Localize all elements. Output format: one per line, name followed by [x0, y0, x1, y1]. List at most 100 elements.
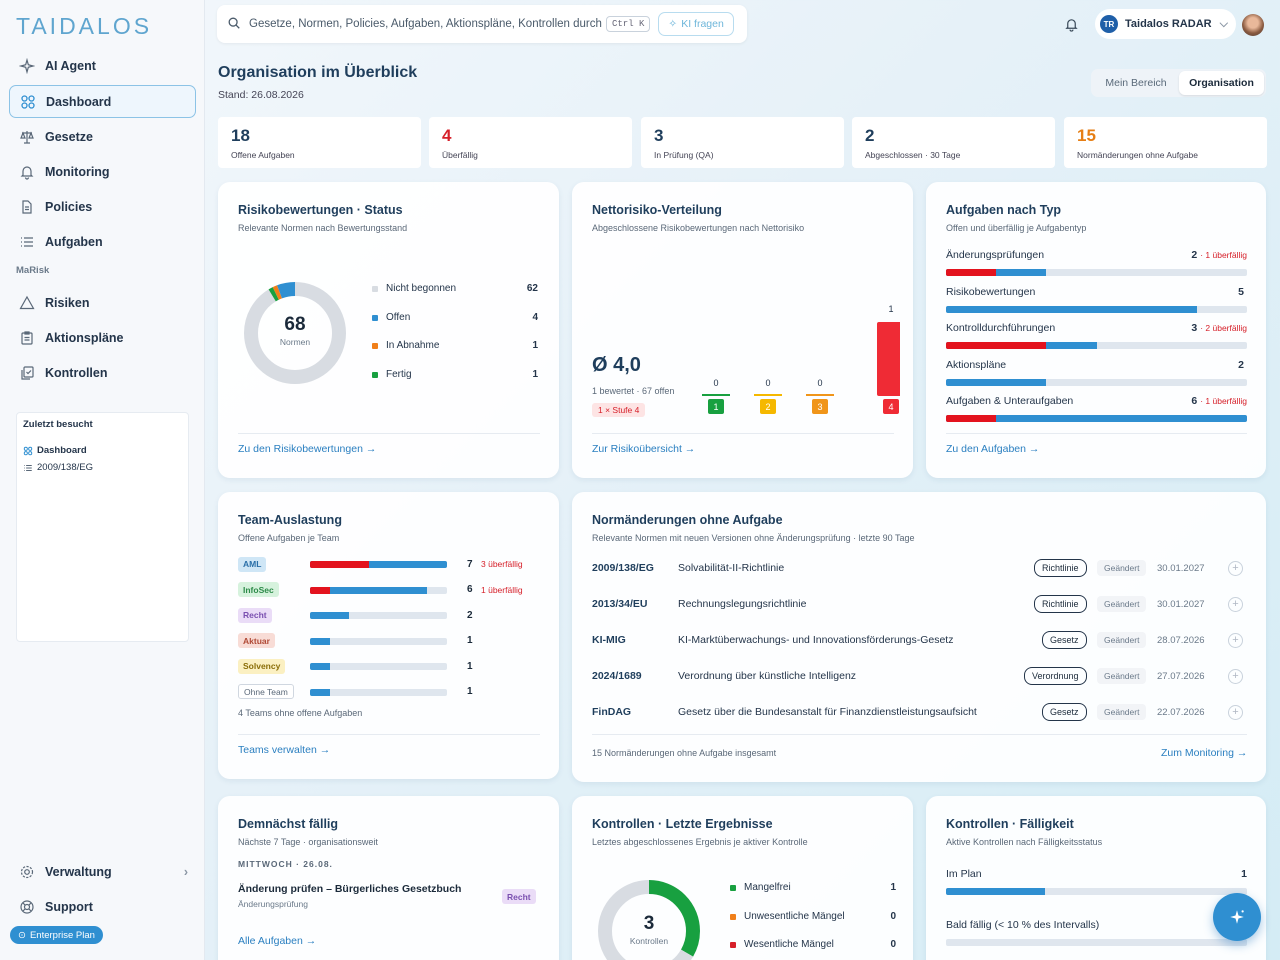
stat-value: 18	[231, 126, 250, 145]
task-type-row[interactable]: Risikobewertungen 5	[946, 285, 1247, 313]
norm-changes-card: Normänderungen ohne Aufgabe Relevante No…	[572, 492, 1266, 782]
tasks-by-type-card: Aufgaben nach Typ Offen und überfällig j…	[926, 182, 1266, 478]
stat-card[interactable]: 2 Abgeschlossen · 30 Tage	[852, 117, 1055, 168]
task-type-row[interactable]: Aufgaben & Unteraufgaben 6 · 1 überfällig	[946, 394, 1247, 422]
sidebar-item-gesetze[interactable]: Gesetze	[9, 120, 196, 153]
sidebar-item-dashboard[interactable]: Dashboard	[9, 85, 196, 118]
team-row[interactable]: InfoSec 6 1 überfällig	[238, 579, 548, 601]
ask-ai-button[interactable]: ✧ KI fragen	[658, 12, 734, 36]
plan-badge[interactable]: ⊙ Enterprise Plan	[10, 926, 103, 944]
sidebar-item-aktionsplaene[interactable]: Aktionspläne	[9, 321, 196, 354]
sidebar-item-aufgaben[interactable]: Aufgaben	[9, 225, 196, 258]
sidebar-item-ai-agent[interactable]: AI Agent	[9, 49, 196, 82]
task-type-row[interactable]: Aktionspläne 2	[946, 358, 1247, 386]
team-row[interactable]: Ohne Team 1	[238, 681, 548, 703]
table-row[interactable]: 2009/138/EG Solvabilität-II-Richtlinie Ric…	[592, 556, 1248, 580]
stat-value: 2	[865, 126, 875, 145]
norm-id: FinDAG	[592, 706, 632, 718]
bar-count-label: 1	[888, 304, 893, 314]
team-row[interactable]: Solvency 1	[238, 655, 548, 677]
norm-id: KI-MIG	[592, 634, 626, 646]
legend-item: Wesentliche Mängel 0	[730, 939, 896, 950]
norm-type-badge: Verordnung	[1024, 667, 1087, 685]
risk-link[interactable]: Zu den Risikobewertungen →	[238, 443, 377, 455]
sidebar-item-support[interactable]: Support	[9, 890, 196, 923]
plan-label: Enterprise Plan	[29, 929, 95, 941]
risk-overview-link[interactable]: Zur Risikoübersicht →	[592, 443, 696, 455]
donut-total: 68	[284, 314, 305, 335]
overdue-label: · 2 überfällig	[1200, 323, 1247, 333]
norm-date: 28.07.2026	[1157, 634, 1205, 646]
stat-card[interactable]: 3 In Prüfung (QA)	[641, 117, 844, 168]
table-row[interactable]: FinDAG Gesetz über die Bundesanstalt für …	[592, 700, 1248, 724]
sidebar-item-risiken[interactable]: Risiken	[9, 286, 196, 319]
sidebar-item-label: Verwaltung	[45, 864, 112, 879]
stat-card[interactable]: 4 Überfällig	[429, 117, 632, 168]
row-count: 2	[1238, 358, 1244, 371]
tasks-link[interactable]: Zu den Aufgaben →	[946, 443, 1040, 455]
add-task-button[interactable]: +	[1228, 704, 1243, 720]
team-note: 4 Teams ohne offene Aufgaben	[238, 708, 363, 718]
team-row[interactable]: AML 7 3 überfällig	[238, 553, 548, 575]
team-row[interactable]: Recht 2	[238, 604, 548, 626]
team-count: 1	[467, 686, 473, 697]
norms-total: 15 Normänderungen ohne Aufgabe insgesamt	[592, 748, 777, 758]
card-title: Normänderungen ohne Aufgabe	[592, 513, 783, 527]
donut-slice	[598, 880, 700, 960]
row-label: Risikobewertungen	[946, 285, 1036, 298]
due-item-title[interactable]: Änderung prüfen – Bürgerliches Gesetzbuc…	[238, 883, 462, 895]
norm-type-badge: Richtlinie	[1034, 595, 1087, 613]
team-count: 1	[467, 635, 473, 646]
sparkle-icon: ✧	[668, 18, 678, 30]
monitoring-link[interactable]: Zum Monitoring →	[1161, 747, 1248, 759]
sidebar-item-verwaltung[interactable]: Verwaltung ›	[9, 855, 196, 888]
sidebar-item-label: Gesetze	[45, 129, 93, 144]
toggle-mein-bereich[interactable]: Mein Bereich	[1105, 77, 1167, 89]
recent-item-label: Dashboard	[37, 445, 87, 456]
notifications-bell-icon[interactable]	[1064, 17, 1079, 35]
stat-card[interactable]: 15 Normänderungen ohne Aufgabe	[1064, 117, 1267, 168]
toggle-organisation[interactable]: Organisation	[1179, 71, 1264, 95]
table-row[interactable]: 2013/34/EU Rechnungslegungsrichtlinie Rich…	[592, 592, 1248, 616]
add-task-button[interactable]: +	[1228, 632, 1243, 648]
team-count: 6	[467, 584, 473, 595]
row-label: Im Plan	[946, 868, 982, 880]
status-badge: Geändert	[1097, 632, 1147, 648]
row-count: 6	[1191, 395, 1198, 407]
row-count: 5	[1238, 285, 1244, 298]
open-bar	[310, 688, 330, 696]
norm-date: 22.07.2026	[1157, 706, 1205, 718]
table-row[interactable]: 2024/1689 Verordnung über künstliche Inte…	[592, 664, 1248, 688]
sidebar-item-kontrollen[interactable]: Kontrollen	[9, 356, 196, 389]
add-task-button[interactable]: +	[1228, 668, 1243, 684]
manage-teams-link[interactable]: Teams verwalten →	[238, 744, 331, 756]
legend-item: Nicht begonnen 62	[372, 283, 538, 294]
task-type-row[interactable]: Kontrolldurchführungen 3 · 2 überfällig	[946, 321, 1247, 349]
user-menu[interactable]: TR Taidalos RADAR ⌵	[1095, 9, 1236, 39]
search-input[interactable]: Gesetze, Normen, Policies, Aufgaben, Akt…	[249, 18, 602, 30]
team-tag: Aktuar	[238, 633, 275, 648]
level-label: 4	[888, 402, 893, 412]
recent-item[interactable]: 2009/138/EG	[23, 462, 182, 473]
recent-item[interactable]: Dashboard	[23, 445, 182, 456]
stat-card[interactable]: 18 Offene Aufgaben	[218, 117, 421, 168]
all-tasks-link[interactable]: Alle Aufgaben →	[238, 935, 317, 947]
open-bar	[310, 663, 330, 670]
table-row[interactable]: KI-MIG KI-Marktüberwachungs- und Innovati…	[592, 628, 1248, 652]
add-task-button[interactable]: +	[1228, 596, 1243, 612]
ai-assistant-button[interactable]	[1213, 893, 1261, 941]
row-label: Kontrolldurchführungen	[946, 322, 1056, 334]
sidebar-item-monitoring[interactable]: Monitoring	[9, 155, 196, 188]
task-type-row[interactable]: Änderungsprüfungen 2 · 1 überfällig	[946, 248, 1247, 276]
add-task-button[interactable]: +	[1228, 560, 1243, 576]
avg-risk-value: Ø 4,0	[592, 354, 641, 376]
overdue-bar	[310, 561, 369, 568]
net-risk-card: Nettorisiko-Verteilung Abgeschlossene Ri…	[572, 182, 913, 478]
team-row[interactable]: Aktuar 1	[238, 630, 548, 652]
avatar[interactable]	[1242, 14, 1264, 36]
sidebar-item-policies[interactable]: Policies	[9, 190, 196, 223]
grid-icon	[18, 92, 38, 112]
search-bar[interactable]: Gesetze, Normen, Policies, Aufgaben, Akt…	[217, 5, 747, 43]
card-subtitle: Relevante Normen nach Bewertungsstand	[238, 223, 408, 233]
logo[interactable]: TAIDALOS	[16, 13, 153, 39]
